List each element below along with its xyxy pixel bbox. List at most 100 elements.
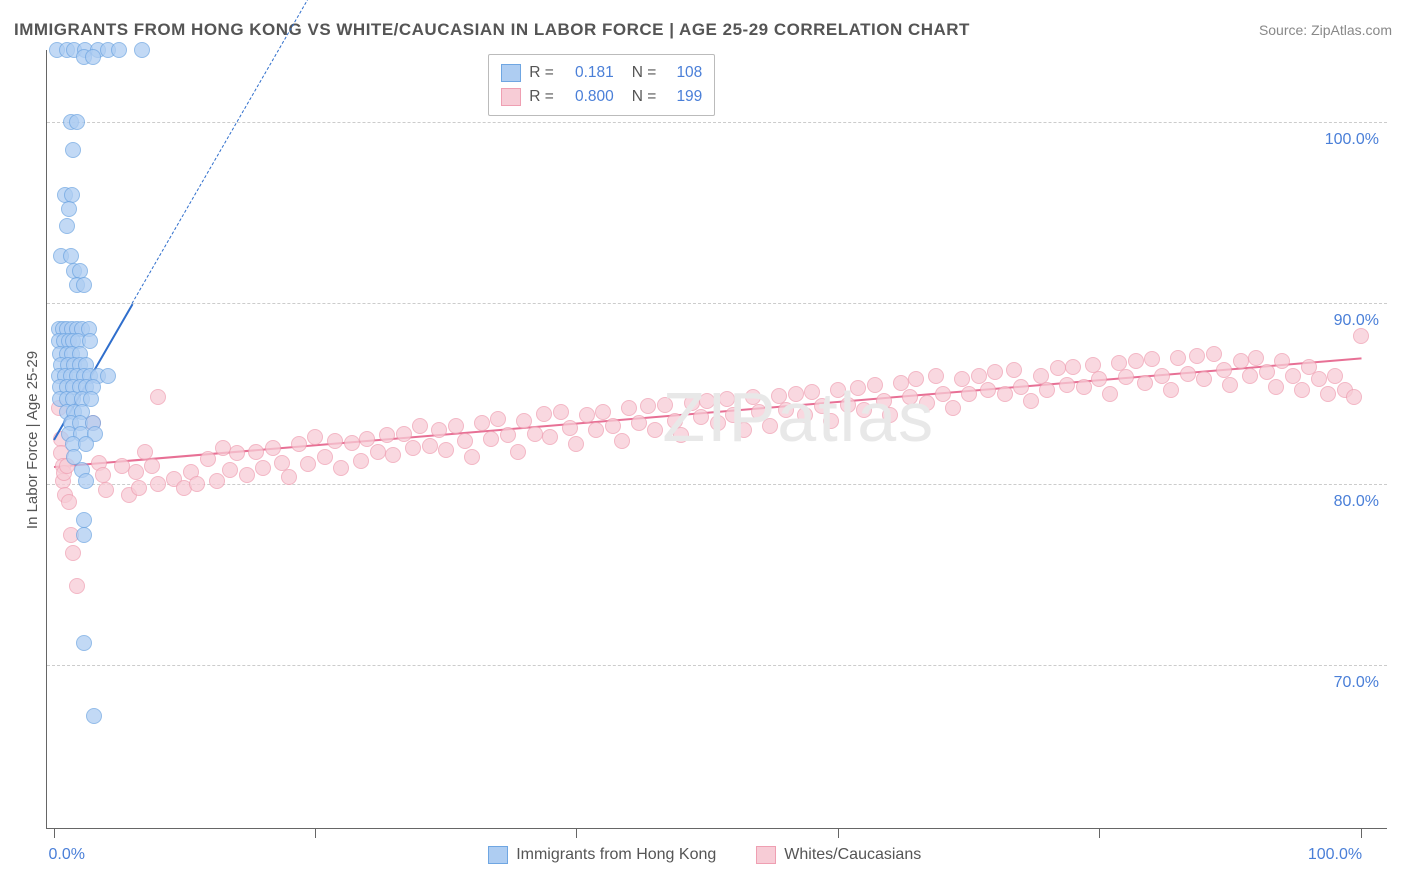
data-point	[307, 429, 323, 445]
data-point	[640, 398, 656, 414]
data-point	[69, 114, 85, 130]
data-point	[647, 422, 663, 438]
y-tick-label: 90.0%	[1334, 312, 1379, 330]
legend-r-value: 0.181	[562, 61, 614, 85]
y-tick-label: 100.0%	[1325, 131, 1379, 149]
data-point	[86, 708, 102, 724]
data-point	[823, 413, 839, 429]
data-point	[474, 415, 490, 431]
data-point	[778, 402, 794, 418]
data-point	[64, 187, 80, 203]
data-point	[344, 435, 360, 451]
data-point	[562, 420, 578, 436]
legend-item: Immigrants from Hong Kong	[488, 846, 716, 864]
data-point	[908, 371, 924, 387]
data-point	[751, 404, 767, 420]
data-point	[317, 449, 333, 465]
legend-label: Immigrants from Hong Kong	[516, 846, 716, 864]
data-point	[131, 480, 147, 496]
data-point	[1196, 371, 1212, 387]
legend-row: R =0.800N =199	[501, 85, 702, 109]
data-point	[987, 364, 1003, 380]
data-point	[980, 382, 996, 398]
data-point	[1013, 379, 1029, 395]
data-point	[431, 422, 447, 438]
data-point	[1144, 351, 1160, 367]
data-point	[100, 368, 116, 384]
legend-swatch	[488, 846, 508, 864]
legend-series: Immigrants from Hong KongWhites/Caucasia…	[488, 846, 921, 864]
x-tick-label: 100.0%	[1308, 846, 1362, 864]
x-tick	[1361, 828, 1362, 838]
chart-title: IMMIGRANTS FROM HONG KONG VS WHITE/CAUCA…	[14, 20, 970, 40]
data-point	[1242, 368, 1258, 384]
data-point	[621, 400, 637, 416]
data-point	[1059, 377, 1075, 393]
data-point	[265, 440, 281, 456]
data-point	[657, 397, 673, 413]
data-point	[1233, 353, 1249, 369]
data-point	[971, 368, 987, 384]
data-point	[144, 458, 160, 474]
data-point	[61, 494, 77, 510]
y-tick-label: 70.0%	[1334, 674, 1379, 692]
data-point	[98, 482, 114, 498]
data-point	[111, 42, 127, 58]
x-tick	[576, 828, 577, 838]
data-point	[370, 444, 386, 460]
data-point	[605, 418, 621, 434]
data-point	[422, 438, 438, 454]
y-tick-label: 80.0%	[1334, 493, 1379, 511]
data-point	[65, 545, 81, 561]
data-point	[1102, 386, 1118, 402]
data-point	[945, 400, 961, 416]
y-axis-title: In Labor Force | Age 25-29	[24, 351, 41, 529]
data-point	[1006, 362, 1022, 378]
data-point	[1128, 353, 1144, 369]
data-point	[333, 460, 349, 476]
data-point	[997, 386, 1013, 402]
x-tick	[838, 828, 839, 838]
trend-line	[132, 0, 342, 304]
data-point	[78, 473, 94, 489]
data-point	[61, 201, 77, 217]
data-point	[1065, 359, 1081, 375]
data-point	[788, 386, 804, 402]
data-point	[1353, 328, 1369, 344]
data-point	[448, 418, 464, 434]
grid-line	[47, 303, 1387, 304]
data-point	[189, 476, 205, 492]
data-point	[1154, 368, 1170, 384]
data-point	[1268, 379, 1284, 395]
data-point	[814, 398, 830, 414]
data-point	[396, 426, 412, 442]
data-point	[1294, 382, 1310, 398]
data-point	[150, 476, 166, 492]
data-point	[536, 406, 552, 422]
data-point	[85, 49, 101, 65]
x-tick	[315, 828, 316, 838]
data-point	[1259, 364, 1275, 380]
data-point	[542, 429, 558, 445]
data-point	[72, 263, 88, 279]
legend-row: R =0.181N =108	[501, 61, 702, 85]
data-point	[568, 436, 584, 452]
grid-line	[47, 122, 1387, 123]
data-point	[850, 380, 866, 396]
data-point	[464, 449, 480, 465]
data-point	[76, 635, 92, 651]
data-point	[614, 433, 630, 449]
data-point	[902, 389, 918, 405]
data-point	[830, 382, 846, 398]
data-point	[59, 218, 75, 234]
data-point	[553, 404, 569, 420]
x-tick	[1099, 828, 1100, 838]
data-point	[762, 418, 778, 434]
legend-r-value: 0.800	[562, 85, 614, 109]
data-point	[1346, 389, 1362, 405]
data-point	[719, 391, 735, 407]
data-point	[1285, 368, 1301, 384]
data-point	[579, 407, 595, 423]
data-point	[1170, 350, 1186, 366]
data-point	[457, 433, 473, 449]
